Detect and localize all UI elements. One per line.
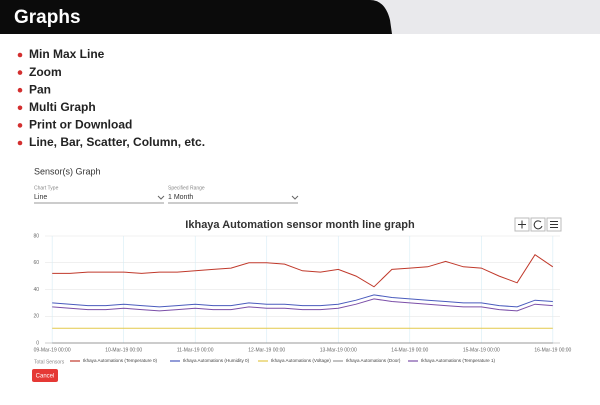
- legend-label: Ikhaya Automations (Temperature 1): [421, 358, 496, 363]
- legend-label: Ikhaya Automations (Voltage): [271, 358, 331, 363]
- feature-item: Multi Graph: [29, 100, 96, 114]
- zoom-button[interactable]: [514, 217, 530, 232]
- button-bg: [32, 369, 58, 382]
- bullet: [17, 140, 23, 146]
- x-tick-label: 11-Mar-19 00:00: [177, 347, 214, 353]
- legend-label: Ikhaya Automations (Door): [346, 358, 401, 363]
- x-tick-label: 09-Mar-19 00:00: [34, 347, 71, 353]
- chart-title: Ikhaya Automation sensor month line grap…: [185, 219, 415, 231]
- bullet: [17, 70, 23, 75]
- series-line: [52, 298, 553, 312]
- y-tick-label: 40: [33, 287, 39, 293]
- series-line: [52, 253, 554, 288]
- feature-item: Min Max Line: [29, 47, 105, 61]
- range-value: 1 Month: [168, 194, 193, 201]
- y-tick-label: 80: [33, 233, 39, 239]
- plus-icon: [518, 220, 526, 229]
- bullet: [17, 52, 23, 58]
- feature-item: Zoom: [29, 65, 62, 79]
- feature-item: Print or Download: [29, 118, 132, 132]
- total-label: Total Sensors: [34, 359, 65, 365]
- bullet: [17, 87, 23, 93]
- range-select[interactable]: 1 Month: [168, 194, 299, 204]
- reset-icon: [533, 220, 543, 230]
- x-tick-label: 13-Mar-19 00:00: [320, 347, 357, 353]
- feature-item: Pan: [29, 82, 51, 96]
- panel-title: Sensor(s) Graph: [34, 166, 101, 176]
- x-tick-label: 12-Mar-19 00:00: [248, 347, 285, 353]
- x-tick-label: 14-Mar-19 00:00: [391, 347, 428, 353]
- x-tick-label: 10-Mar-19 00:00: [105, 347, 142, 353]
- legend-label: Ikhaya Automations (Humidity 0): [183, 358, 250, 363]
- feature-item: Line, Bar, Scatter, Column, etc.: [29, 135, 205, 149]
- caret: [157, 195, 165, 200]
- chart-type-value: Line: [34, 194, 47, 201]
- menu-icon: [550, 221, 558, 228]
- header-tab: [0, 0, 392, 34]
- y-tick-label: 20: [33, 314, 39, 320]
- y-tick-label: 0: [36, 340, 39, 346]
- bullet: [17, 123, 23, 128]
- header-title: Graphs: [14, 7, 81, 28]
- y-tick-label: 60: [33, 260, 39, 266]
- range-label: Specified Range: [168, 185, 205, 191]
- chart-type-select[interactable]: Line: [34, 194, 165, 204]
- caret: [291, 195, 299, 200]
- menu-button[interactable]: [546, 217, 562, 232]
- button-label: Cancel: [36, 374, 55, 380]
- cancel-button[interactable]: Cancel: [32, 369, 58, 382]
- bullet: [17, 105, 23, 111]
- legend-label: Ikhaya Automations (Temperature 0): [83, 358, 158, 363]
- series-line: [52, 294, 553, 308]
- x-tick-label: 16-Mar-19 00:00: [534, 347, 571, 353]
- chart-type-label: Chart Type: [34, 185, 59, 191]
- x-tick-label: 15-Mar-19 00:00: [463, 347, 500, 353]
- reset-button[interactable]: [530, 217, 546, 232]
